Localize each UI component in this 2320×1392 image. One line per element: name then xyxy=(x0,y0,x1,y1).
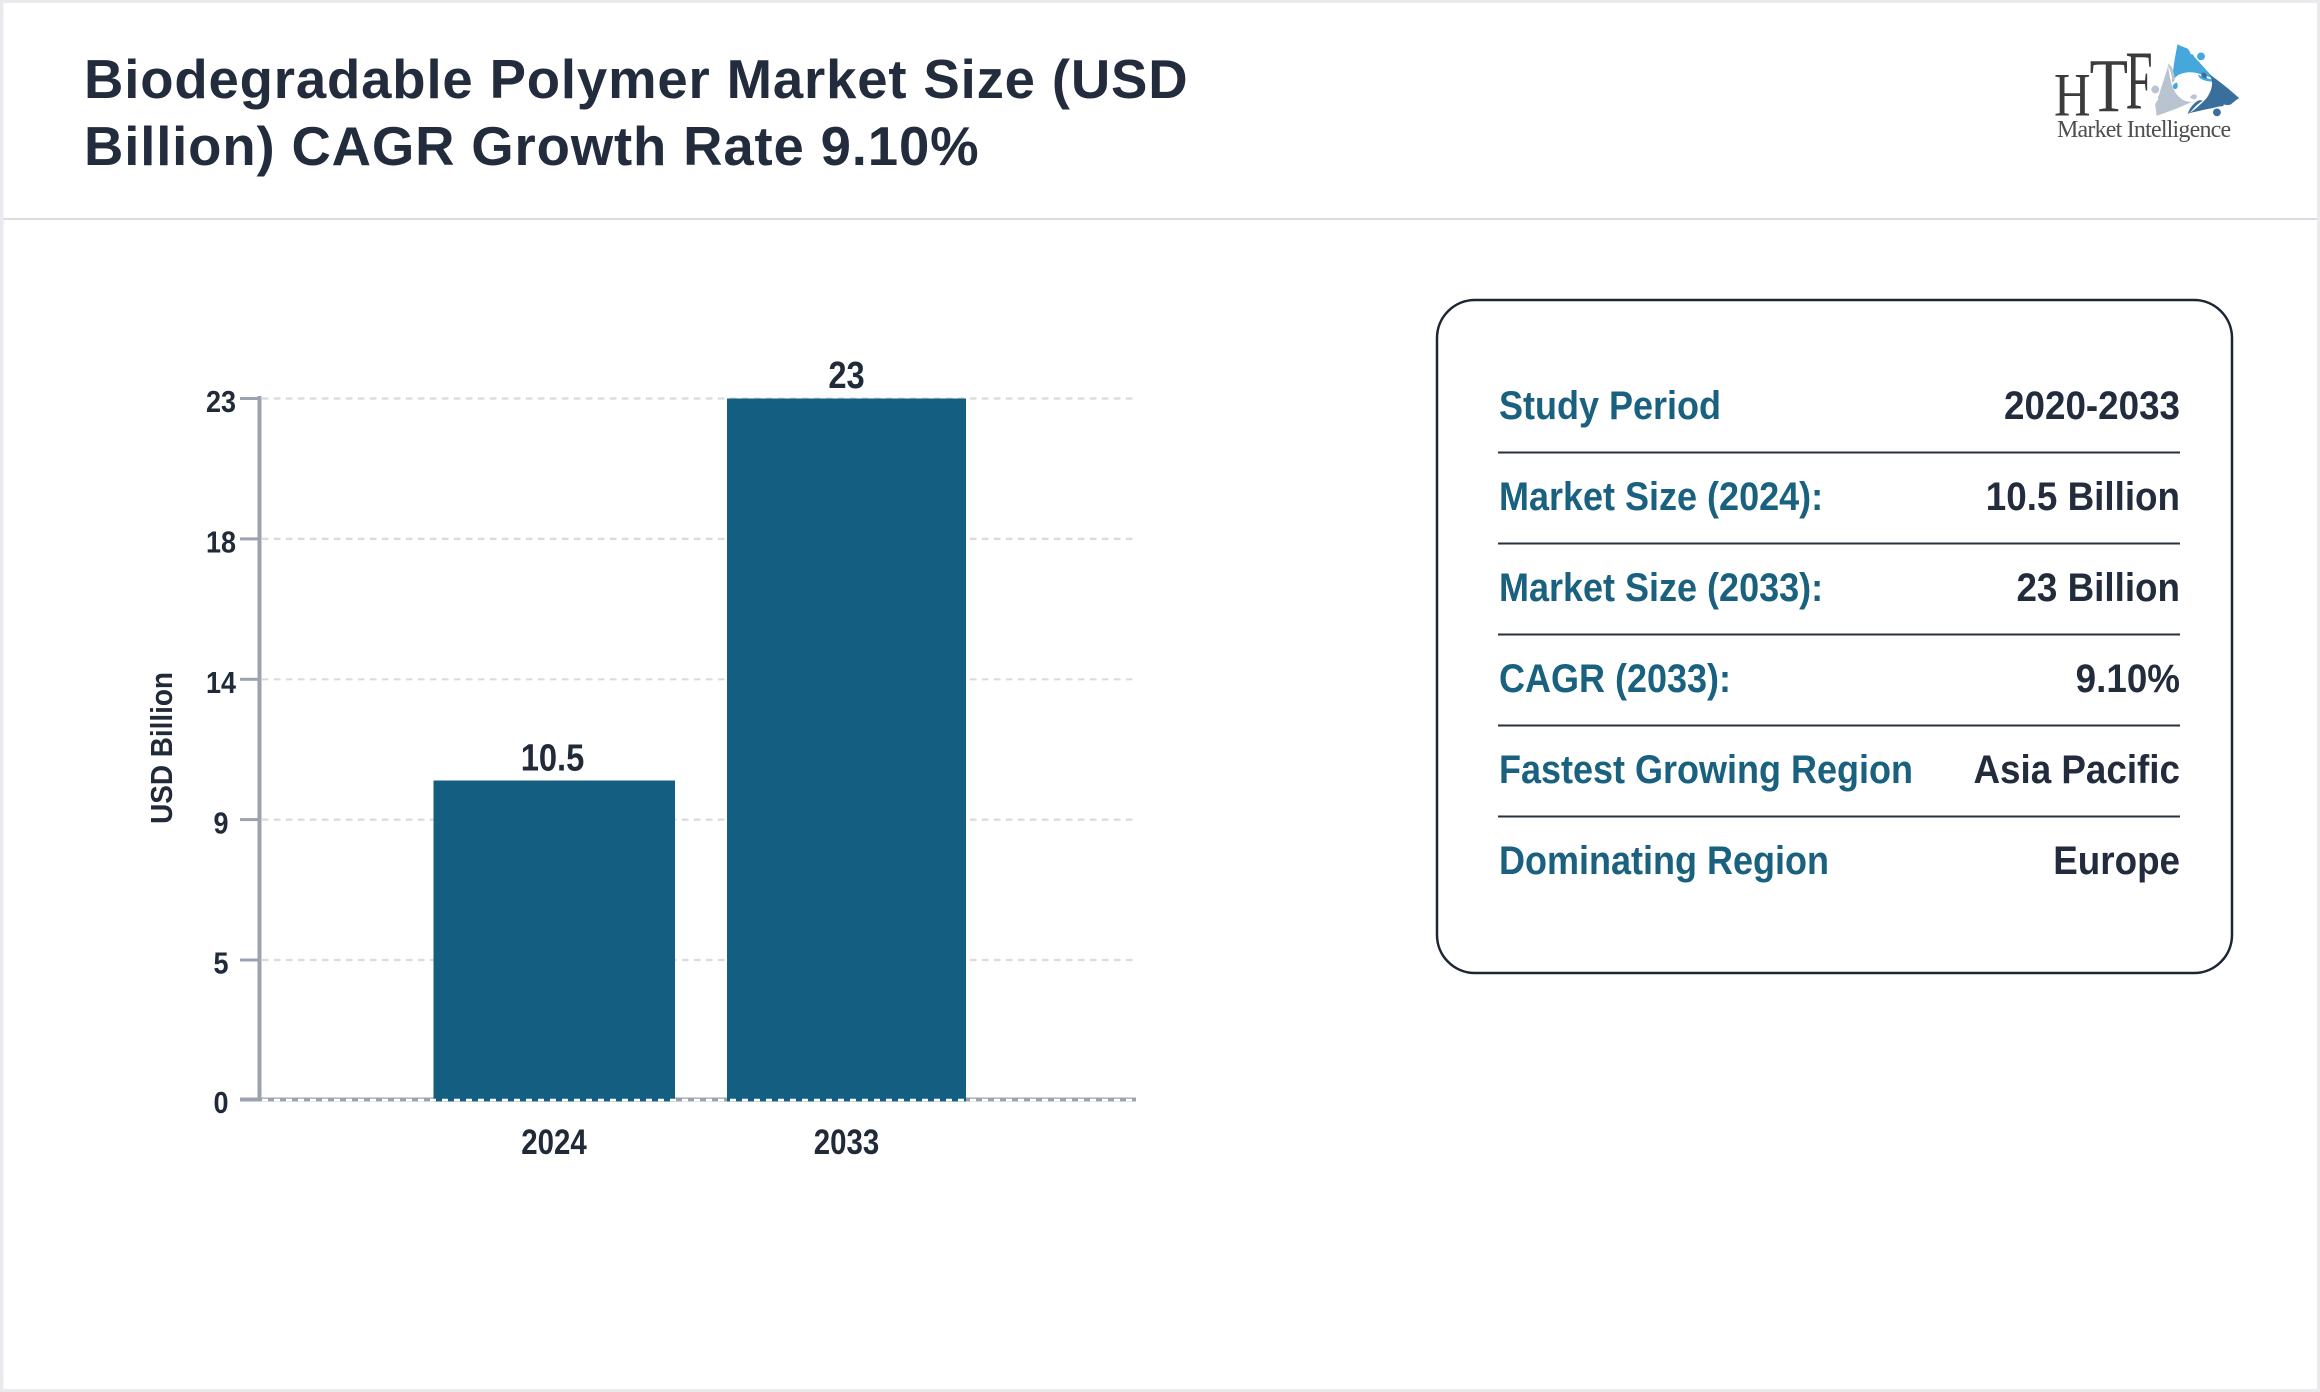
svg-text:USD Billion: USD Billion xyxy=(145,672,180,824)
svg-text:2033: 2033 xyxy=(814,1123,879,1162)
svg-text:23: 23 xyxy=(206,386,236,420)
svg-text:14: 14 xyxy=(206,666,236,700)
svg-text:CAGR (2033):: CAGR (2033): xyxy=(1499,657,1731,701)
svg-text:Biodegradable Polymer Market S: Biodegradable Polymer Market Size (USD xyxy=(84,49,1188,110)
svg-text:Market Size (2024):: Market Size (2024): xyxy=(1499,475,1823,519)
svg-text:Study Period: Study Period xyxy=(1499,384,1721,428)
svg-text:H: H xyxy=(2054,62,2091,129)
svg-text:Fastest Growing Region: Fastest Growing Region xyxy=(1499,748,1913,792)
svg-text:Market Intelligence: Market Intelligence xyxy=(2057,117,2231,143)
svg-text:Europe: Europe xyxy=(2053,839,2180,884)
svg-text:10.5: 10.5 xyxy=(521,736,585,779)
svg-text:0: 0 xyxy=(214,1087,229,1121)
svg-text:Dominating Region: Dominating Region xyxy=(1499,839,1829,883)
svg-text:2024: 2024 xyxy=(521,1123,586,1162)
svg-text:23 Billion: 23 Billion xyxy=(2016,566,2180,611)
svg-text:Billion) CAGR Growth Rate 9.10: Billion) CAGR Growth Rate 9.10% xyxy=(84,116,979,177)
svg-text:5: 5 xyxy=(214,947,229,981)
svg-text:2020-2033: 2020-2033 xyxy=(2004,384,2180,429)
svg-text:F: F xyxy=(2126,34,2153,127)
svg-text:9.10%: 9.10% xyxy=(2076,657,2180,702)
svg-text:T: T xyxy=(2090,45,2129,129)
svg-text:18: 18 xyxy=(206,526,236,560)
svg-text:23: 23 xyxy=(828,354,864,397)
svg-text:Market Size (2033):: Market Size (2033): xyxy=(1499,566,1823,610)
svg-text:Asia Pacific: Asia Pacific xyxy=(1973,748,2180,793)
svg-text:9: 9 xyxy=(214,807,229,841)
svg-text:10.5 Billion: 10.5 Billion xyxy=(1986,475,2180,520)
